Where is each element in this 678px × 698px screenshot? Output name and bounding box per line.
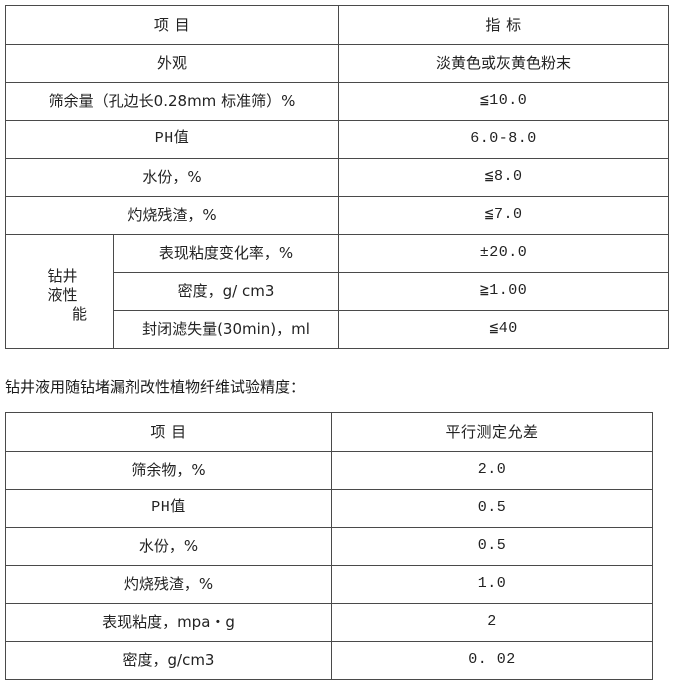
table1-row1-item: 筛余量（孔边长0.28mm 标准筛）% [5,82,339,121]
table-row: 水份，% 0.5 [5,527,653,566]
table2-header-row: 项 目 平行测定允差 [5,412,653,452]
table-row: 灼烧残渣，% 1.0 [5,565,653,604]
section-caption: 钻井液用随钻堵漏剂改性植物纤维试验精度： [5,378,306,396]
table2-row2-item: 水份，% [5,527,332,566]
test-precision-table: 项 目 平行测定允差 筛余物，% 2.0 PH值 0.5 水份，% 0.5 灼烧… [5,412,653,680]
table1-group-row1-item: 密度，g/ cm3 [113,272,339,311]
table-row: 钻井 液性 能 表现粘度变化率，% ±20.0 [5,234,669,349]
table-row: 筛余量（孔边长0.28mm 标准筛）% ≦10.0 [5,82,669,121]
table1-row3-item: 水份，% [5,158,339,197]
table-row: PH值 0.5 [5,489,653,528]
group-label-line-2: 液性 [47,286,78,305]
table2-row2-value: 0.5 [331,527,653,566]
table-row: 表现粘度，mpa・g 2 [5,603,653,642]
technical-index-table: 项 目 指 标 外观 淡黄色或灰黄色粉末 筛余量（孔边长0.28mm 标准筛）%… [5,5,669,349]
table2-row4-value: 2 [331,603,653,642]
table1-group-row1-value: ≧1.00 [338,272,669,311]
table-row: 水份，% ≦8.0 [5,158,669,197]
table1-row0-value: 淡黄色或灰黄色粉末 [338,44,669,83]
table-row: 密度，g/ cm3 ≧1.00 [6,272,669,311]
table2-header-tolerance: 平行测定允差 [331,412,653,452]
table2-row0-value: 2.0 [331,451,653,490]
table1-group-row2-value: ≦40 [338,310,669,349]
table2-row5-item: 密度，g/cm3 [5,641,332,680]
table1-row2-value: 6.0-8.0 [338,120,669,159]
table1-row0-item: 外观 [5,44,339,83]
table1-header-row: 项 目 指 标 [5,5,669,45]
table-row: 筛余物，% 2.0 [5,451,653,490]
table1-row4-item: 灼烧残渣，% [5,196,339,235]
table2-row0-item: 筛余物，% [5,451,332,490]
table-row: 灼烧残渣，% ≦7.0 [5,196,669,235]
table1-header-item: 项 目 [5,5,339,45]
table2-row3-item: 灼烧残渣，% [5,565,332,604]
table-row: 密度，g/cm3 0. 02 [5,641,653,680]
table1-row2-item: PH值 [5,120,339,159]
table1-row4-value: ≦7.0 [338,196,669,235]
table2-row3-value: 1.0 [331,565,653,604]
group-label-line-3: 能 [71,304,87,323]
table2-row1-value: 0.5 [331,489,653,528]
table2-row1-item: PH值 [5,489,332,528]
table1-row3-value: ≦8.0 [338,158,669,197]
table2-row4-item: 表现粘度，mpa・g [5,603,332,642]
table1-group-row2-item: 封闭滤失量(30min)，ml [113,310,339,349]
table-row: 封闭滤失量(30min)，ml ≦40 [6,310,669,349]
table2-header-item: 项 目 [5,412,332,452]
table-row: PH值 6.0-8.0 [5,120,669,159]
table-row: 外观 淡黄色或灰黄色粉末 [5,44,669,83]
table1-group-row0-item: 表现粘度变化率，% [113,234,339,273]
table1-row1-value: ≦10.0 [338,82,669,121]
table2-row5-value: 0. 02 [331,641,653,680]
group-label-line-1: 钻井 [47,267,78,286]
table1-group-label: 钻井 液性 能 [5,234,114,349]
table1-header-index: 指 标 [338,5,669,45]
table1-group-row0-value: ±20.0 [338,234,669,273]
